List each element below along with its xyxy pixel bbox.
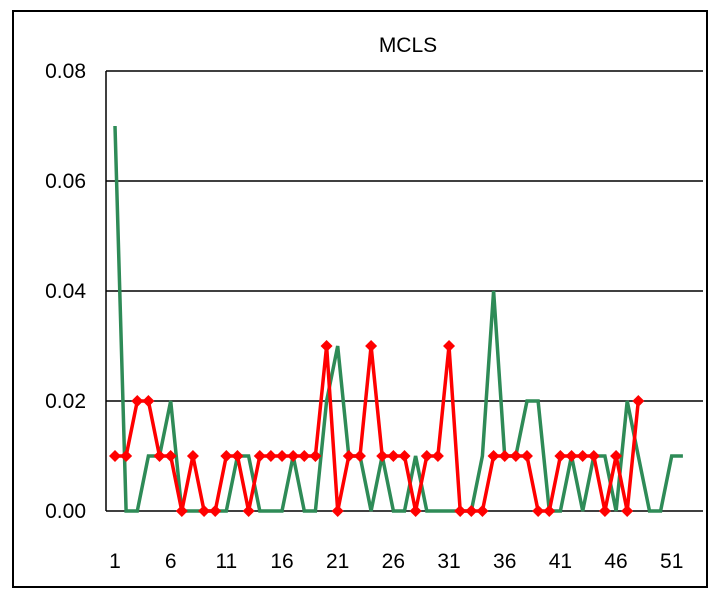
- data-point: [153, 450, 166, 462]
- data-point: [198, 505, 211, 517]
- data-point: [298, 450, 311, 462]
- data-point: [520, 450, 533, 462]
- data-point: [387, 450, 400, 462]
- x-tick-label: 11: [215, 550, 237, 573]
- data-point: [264, 450, 277, 462]
- series-line-1: [113, 125, 683, 513]
- data-point: [454, 505, 467, 517]
- x-tick-label: 6: [165, 550, 177, 573]
- data-point: [554, 450, 567, 462]
- x-tick-label: 51: [660, 550, 683, 573]
- y-tick-label: 0.04: [45, 280, 86, 303]
- x-tick-label: 46: [604, 550, 627, 573]
- data-point: [443, 340, 456, 352]
- data-point: [465, 505, 478, 517]
- data-point: [621, 505, 634, 517]
- data-point: [598, 505, 611, 517]
- data-point: [487, 450, 500, 462]
- x-tick-label: 1: [109, 550, 121, 573]
- data-point: [398, 450, 411, 462]
- data-point: [186, 450, 199, 462]
- data-point: [175, 505, 188, 517]
- series-layer: [109, 125, 683, 517]
- data-point: [242, 505, 255, 517]
- y-axis: 0.00 0.02 0.04 0.06 0.08: [45, 60, 107, 523]
- data-point: [420, 450, 433, 462]
- data-point: [209, 505, 222, 517]
- data-point: [220, 450, 233, 462]
- x-tick-label: 16: [270, 550, 293, 573]
- data-point: [309, 450, 322, 462]
- x-tick-label: 36: [493, 550, 516, 573]
- x-tick-label: 31: [437, 550, 460, 573]
- data-point: [331, 505, 344, 517]
- data-point: [287, 450, 300, 462]
- data-point: [120, 450, 133, 462]
- y-tick-label: 0.00: [45, 500, 86, 523]
- data-point: [565, 450, 578, 462]
- data-point: [342, 450, 355, 462]
- data-point: [376, 450, 389, 462]
- data-point: [610, 450, 623, 462]
- data-point: [632, 395, 645, 407]
- data-point: [365, 340, 378, 352]
- data-point: [498, 450, 511, 462]
- data-point: [109, 450, 121, 462]
- data-point: [353, 450, 366, 462]
- chart-frame: [12, 10, 708, 588]
- data-point: [320, 340, 333, 352]
- x-axis: 1 6 11 16 21 26 31 36 41 46 51: [109, 550, 683, 573]
- data-point: [131, 395, 144, 407]
- data-point: [509, 450, 522, 462]
- data-point: [476, 505, 489, 517]
- data-point: [532, 505, 545, 517]
- x-tick-label: 21: [326, 550, 349, 573]
- data-point: [587, 450, 600, 462]
- data-point: [253, 450, 266, 462]
- y-tick-label: 0.08: [45, 60, 86, 83]
- data-point: [231, 450, 244, 462]
- y-tick-label: 0.06: [45, 170, 86, 193]
- series-line-2: [115, 345, 641, 513]
- y-tick-label: 0.02: [45, 390, 86, 413]
- chart-title: MCLS: [379, 34, 437, 57]
- data-point: [576, 450, 589, 462]
- data-point: [409, 505, 422, 517]
- data-point: [431, 450, 444, 462]
- data-point: [142, 395, 155, 407]
- data-point: [164, 450, 177, 462]
- data-point: [543, 505, 556, 517]
- x-tick-label: 26: [382, 550, 405, 573]
- x-tick-label: 41: [549, 550, 572, 573]
- data-point: [276, 450, 289, 462]
- gridlines: [106, 70, 703, 512]
